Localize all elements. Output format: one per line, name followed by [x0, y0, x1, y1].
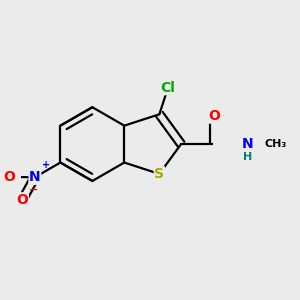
Text: O: O [16, 193, 28, 207]
Text: S: S [154, 167, 164, 181]
Text: H: H [243, 152, 252, 162]
Text: CH₃: CH₃ [264, 139, 286, 149]
Text: O: O [208, 109, 220, 123]
Text: −: − [29, 185, 38, 195]
Text: N: N [29, 170, 41, 184]
Text: N: N [242, 137, 253, 151]
Text: +: + [41, 160, 50, 170]
Text: Cl: Cl [160, 81, 175, 94]
Text: O: O [3, 170, 15, 184]
